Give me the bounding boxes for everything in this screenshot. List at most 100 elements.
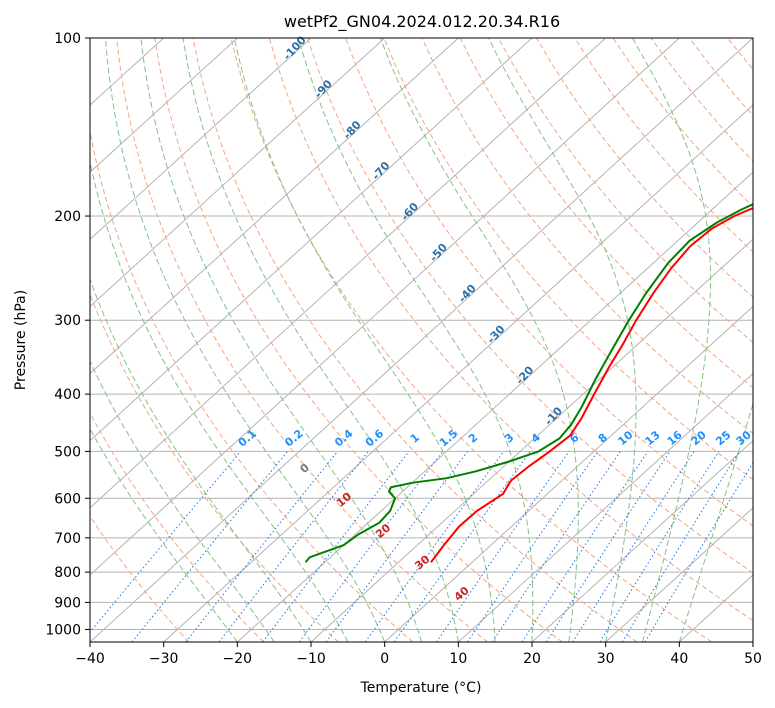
y-tick-label: 200 bbox=[54, 209, 81, 225]
mixing-ratio-line bbox=[467, 451, 599, 642]
isotherm-line bbox=[90, 38, 753, 642]
y-tick-label: 400 bbox=[54, 387, 81, 403]
mixing-ratio-label: 16 bbox=[665, 428, 685, 448]
x-tick-label: −30 bbox=[149, 651, 179, 667]
mixing-ratio-line bbox=[364, 451, 505, 642]
mixing-ratio-line bbox=[621, 451, 740, 642]
mixing-ratio-label: 3 bbox=[502, 431, 516, 446]
x-tick-label: 20 bbox=[523, 651, 541, 667]
moist-adiabat-line bbox=[297, 38, 534, 642]
dry-adiabat-line bbox=[421, 38, 753, 435]
dry-adiabat-line bbox=[90, 128, 414, 642]
profiles bbox=[304, 203, 753, 563]
moist-adiabat-line bbox=[182, 38, 459, 642]
dry-adiabat-line bbox=[766, 38, 775, 642]
y-tick-label: 100 bbox=[54, 31, 81, 47]
mixing-ratio-label: 0.4 bbox=[332, 427, 356, 450]
mixing-ratio-label: 0.2 bbox=[282, 427, 305, 449]
moist-adiabat-label: 30 bbox=[412, 552, 432, 572]
isotherm-line bbox=[605, 507, 753, 642]
moist-adiabat-label: 0 bbox=[298, 461, 312, 476]
mixing-ratio-label: 1.5 bbox=[437, 427, 460, 449]
isotherm-line bbox=[752, 641, 753, 642]
mixing-ratio-label: 6 bbox=[567, 431, 581, 446]
moist-adiabat-line bbox=[678, 402, 753, 642]
dry-adiabat-line bbox=[497, 38, 753, 344]
dry-adiabat-label: -70 bbox=[370, 159, 393, 183]
isotherm-line bbox=[457, 372, 753, 642]
moist-adiabat-line bbox=[105, 38, 386, 642]
y-tick-label: 1000 bbox=[45, 622, 81, 638]
dry-adiabat-line bbox=[154, 38, 563, 642]
moist-adiabat-line bbox=[90, 159, 349, 642]
plot-frame bbox=[89, 37, 754, 643]
dry-adiabat-line bbox=[90, 411, 264, 642]
dewpoint-profile-line bbox=[304, 203, 753, 563]
dry-adiabat-line bbox=[192, 38, 638, 642]
mixing-ratio-label: 20 bbox=[689, 428, 709, 448]
dry-adiabat-line bbox=[230, 38, 712, 642]
mixing-ratio-label: 1 bbox=[408, 431, 422, 446]
moist-adiabat-line bbox=[90, 427, 238, 642]
isotherm-line bbox=[90, 38, 386, 308]
y-tick-label: 900 bbox=[54, 595, 81, 611]
isotherm-line bbox=[163, 104, 753, 642]
moist-adiabat-line bbox=[233, 38, 496, 642]
dry-adiabat-line bbox=[345, 38, 753, 527]
dry-adiabat-line bbox=[307, 38, 753, 574]
mixing-ratio-line bbox=[262, 451, 410, 642]
dry-adiabat-label: -60 bbox=[398, 200, 421, 224]
dry-adiabat-line bbox=[727, 38, 753, 70]
mixing-ratio-line bbox=[599, 451, 720, 642]
mixing-ratio-label: 10 bbox=[615, 428, 635, 448]
mixing-ratio-line bbox=[491, 451, 621, 642]
dry-adiabat-label: -30 bbox=[485, 322, 508, 346]
plot-background bbox=[90, 38, 775, 642]
moist-adiabat-line bbox=[488, 38, 637, 642]
moist-adiabat-label: 10 bbox=[334, 490, 354, 510]
moist-adiabat-line bbox=[140, 38, 422, 642]
moist-adiabat-line bbox=[380, 38, 579, 642]
dry-adiabat-line bbox=[688, 38, 753, 117]
mixing-ratio-label: 2 bbox=[466, 431, 480, 446]
dry-adiabat-label: -10 bbox=[542, 404, 565, 428]
y-tick-label: 300 bbox=[54, 313, 81, 329]
x-tick-label: 10 bbox=[449, 651, 467, 667]
mixing-ratio-label: 30 bbox=[734, 428, 754, 448]
mixing-ratio-label: 25 bbox=[713, 428, 733, 448]
dry-adiabat-label: -40 bbox=[456, 282, 479, 306]
mixing-ratio-label: 8 bbox=[596, 431, 610, 446]
x-tick-label: −40 bbox=[75, 651, 105, 667]
x-tick-label: 0 bbox=[380, 651, 389, 667]
x-tick-label: 30 bbox=[597, 651, 615, 667]
mixing-ratio-line bbox=[90, 451, 242, 633]
mixing-ratio-line bbox=[185, 451, 338, 642]
chart-title: wetPf2_GN04.2024.012.20.34.R16 bbox=[284, 12, 560, 32]
y-tick-label: 800 bbox=[54, 565, 81, 581]
dry-adiabat-label: -50 bbox=[427, 241, 450, 265]
isotherm-line bbox=[90, 38, 680, 576]
dry-adiabat-label: -90 bbox=[312, 77, 335, 101]
x-tick-label: 40 bbox=[670, 651, 688, 667]
mixing-ratio-line bbox=[325, 451, 468, 642]
axis-ticks: −40 −30 −20 −10 0 10 20 30 40 5010020030040050060… bbox=[45, 31, 762, 667]
moist-adiabat-line bbox=[90, 360, 275, 642]
isotherm-line bbox=[90, 38, 459, 375]
mixing-ratio-line bbox=[521, 451, 649, 642]
isotherm-line bbox=[90, 38, 533, 442]
x-tick-label: 50 bbox=[744, 651, 762, 667]
y-axis-label: Pressure (hPa) bbox=[13, 290, 29, 390]
mixing-ratio-label: 0.6 bbox=[363, 427, 387, 450]
y-tick-label: 600 bbox=[54, 491, 81, 507]
dry-adiabat-label: -20 bbox=[513, 363, 536, 387]
dry-adiabat-line bbox=[116, 38, 488, 642]
mixing-ratio-line bbox=[435, 451, 570, 642]
x-axis-label: Temperature (°C) bbox=[360, 680, 482, 696]
isotherm-line bbox=[90, 38, 312, 241]
moist-adiabat-line bbox=[90, 277, 312, 642]
mixing-ratio-line bbox=[218, 451, 369, 642]
mixing-ratio-label: 0.1 bbox=[236, 427, 259, 449]
mixing-ratio-line bbox=[572, 451, 695, 642]
mixing-ratio-line bbox=[298, 451, 444, 642]
